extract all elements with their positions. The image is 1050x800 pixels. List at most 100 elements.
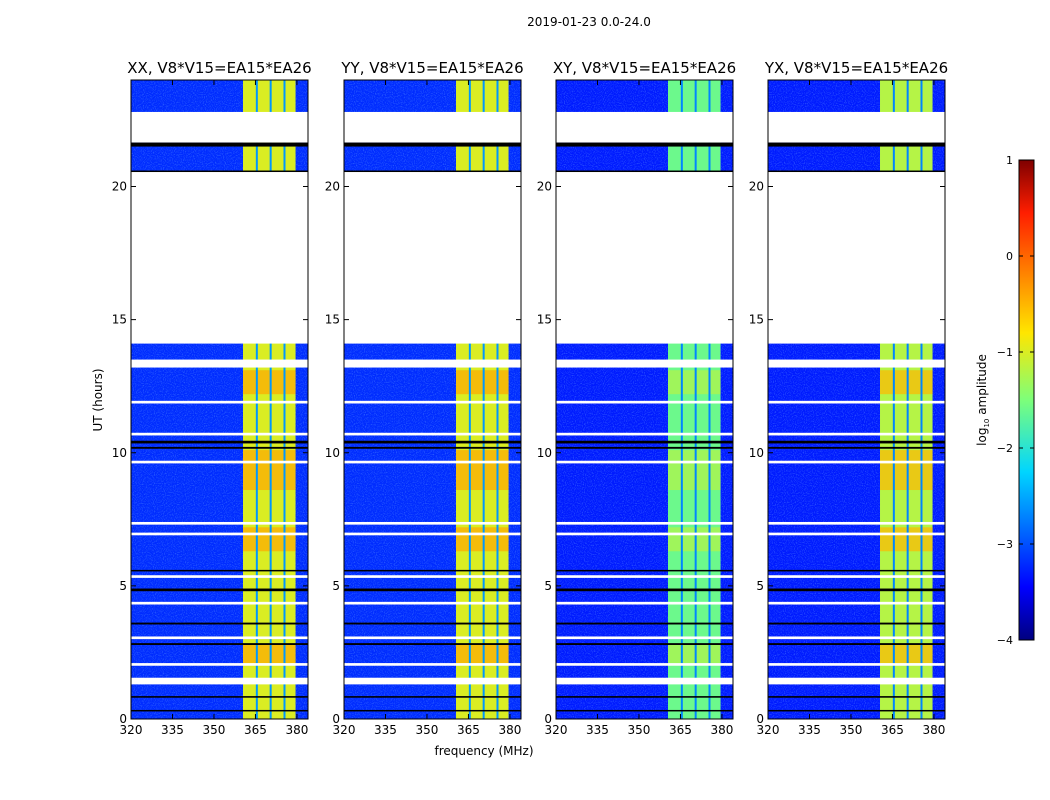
gap-line bbox=[556, 622, 733, 625]
flagged-interval bbox=[344, 359, 521, 368]
gap-line bbox=[556, 170, 733, 173]
gap-line bbox=[344, 446, 521, 449]
panel-3: YX, V8*V15=EA15*EA26 320 335 350 365 380 0 5 10 1… bbox=[749, 59, 948, 737]
x-tick-label: 335 bbox=[798, 723, 821, 737]
x-tick-label: 350 bbox=[840, 723, 863, 737]
band-gap-column bbox=[906, 80, 909, 719]
y-tick-label: 10 bbox=[537, 446, 552, 460]
y-tick-label: 15 bbox=[112, 313, 127, 327]
flagged-interval bbox=[768, 400, 945, 404]
x-tick-label: 320 bbox=[545, 723, 568, 737]
gap-line bbox=[768, 643, 945, 645]
panel-frame bbox=[343, 79, 522, 720]
flagged-interval bbox=[556, 636, 733, 640]
gap-line bbox=[344, 696, 521, 698]
band-gap-column bbox=[468, 80, 471, 719]
hot-band-segment bbox=[243, 370, 296, 395]
flagged-interval bbox=[344, 677, 521, 685]
gap-line bbox=[131, 643, 308, 645]
colorbar-tick-label: −1 bbox=[997, 346, 1013, 359]
hot-band-segment bbox=[880, 450, 933, 491]
flagged-interval bbox=[556, 677, 733, 685]
band-gap-column bbox=[708, 80, 711, 719]
hot-band-segment bbox=[456, 370, 509, 395]
flagged-interval bbox=[131, 677, 308, 685]
hot-band-segment bbox=[880, 644, 933, 664]
gap-line bbox=[344, 588, 521, 592]
x-tick-label: 365 bbox=[669, 723, 692, 737]
gap-line bbox=[556, 569, 733, 572]
flagged-interval bbox=[131, 575, 308, 578]
hot-band-segment bbox=[456, 644, 509, 664]
panel-1: YY, V8*V15=EA15*EA26 320 335 350 365 380 0 5 10 1… bbox=[325, 59, 524, 737]
gap-line bbox=[768, 588, 945, 592]
flagged-interval bbox=[768, 432, 945, 436]
hot-band-segment bbox=[243, 644, 296, 664]
colorbar-gradient bbox=[1018, 159, 1035, 641]
gap-line bbox=[131, 170, 308, 173]
flagged-interval bbox=[768, 521, 945, 525]
gap-line bbox=[768, 709, 945, 712]
flagged-interval bbox=[344, 400, 521, 404]
flagged-interval bbox=[344, 432, 521, 436]
flagged-interval bbox=[556, 532, 733, 536]
flagged-interval bbox=[768, 636, 945, 640]
hot-band-segment bbox=[668, 370, 721, 395]
gap-line bbox=[131, 588, 308, 592]
x-tick-label: 380 bbox=[710, 723, 733, 737]
flagged-interval bbox=[768, 601, 945, 605]
y-tick-label: 5 bbox=[756, 579, 764, 593]
gap-line bbox=[556, 643, 733, 645]
flagged-interval bbox=[131, 663, 308, 666]
x-tick-label: 335 bbox=[586, 723, 609, 737]
hot-band-segment bbox=[243, 450, 296, 491]
band-gap-column bbox=[694, 80, 697, 719]
x-tick-label: 365 bbox=[457, 723, 480, 737]
x-tick-label: 350 bbox=[416, 723, 439, 737]
flagged-interval bbox=[556, 432, 733, 436]
x-tick-label: 320 bbox=[120, 723, 143, 737]
y-tick-label: 10 bbox=[749, 446, 764, 460]
figure-title: 2019-01-23 0.0-24.0 bbox=[527, 15, 651, 29]
band-gap-column bbox=[892, 80, 895, 719]
flagged-interval bbox=[768, 359, 945, 368]
x-tick-label: 350 bbox=[628, 723, 651, 737]
gap-line bbox=[344, 643, 521, 645]
gap-line bbox=[131, 142, 308, 147]
x-tick-label: 365 bbox=[244, 723, 267, 737]
x-tick-label: 350 bbox=[203, 723, 226, 737]
y-tick-label: 15 bbox=[749, 313, 764, 327]
panel-frame bbox=[130, 79, 309, 720]
y-tick-label: 10 bbox=[325, 446, 340, 460]
x-axis-label: frequency (MHz) bbox=[434, 744, 533, 758]
flagged-interval bbox=[344, 111, 521, 143]
y-tick-label: 10 bbox=[112, 446, 127, 460]
flagged-interval bbox=[556, 521, 733, 525]
flagged-interval bbox=[344, 663, 521, 666]
flagged-interval bbox=[344, 636, 521, 640]
gap-line bbox=[768, 569, 945, 572]
gap-line bbox=[768, 446, 945, 449]
gap-line bbox=[131, 440, 308, 444]
band-gap-column bbox=[920, 80, 923, 719]
panel-title: YX, V8*V15=EA15*EA26 bbox=[764, 59, 948, 77]
panel-frame bbox=[767, 79, 946, 720]
gap-line bbox=[768, 142, 945, 147]
flagged-interval bbox=[344, 575, 521, 578]
colorbar-tick-label: 1 bbox=[1006, 154, 1013, 167]
hot-band-segment bbox=[456, 527, 509, 552]
x-tick-label: 365 bbox=[881, 723, 904, 737]
y-tick-label: 0 bbox=[544, 712, 552, 726]
flagged-interval bbox=[556, 400, 733, 404]
band-gap-column bbox=[255, 80, 258, 719]
hot-band-segment bbox=[668, 450, 721, 491]
y-tick-label: 15 bbox=[537, 313, 552, 327]
gap-line bbox=[556, 446, 733, 449]
y-tick-label: 15 bbox=[325, 313, 340, 327]
gap-line bbox=[131, 446, 308, 449]
flagged-interval bbox=[556, 171, 733, 344]
y-tick-label: 20 bbox=[112, 180, 127, 194]
flagged-interval bbox=[556, 111, 733, 143]
y-tick-label: 0 bbox=[332, 712, 340, 726]
